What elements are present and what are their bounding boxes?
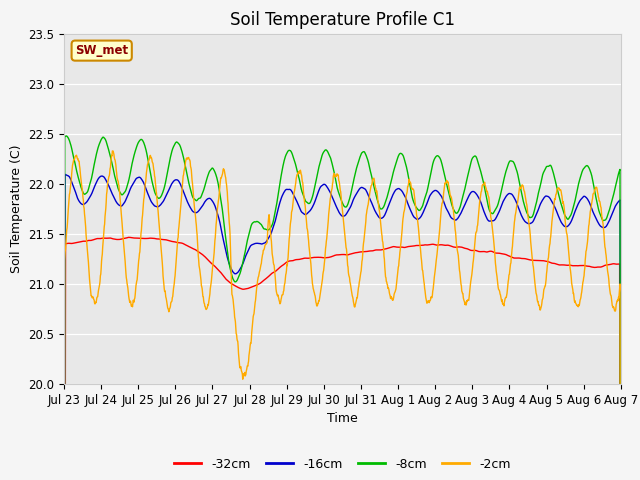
- -32cm: [551, 261, 559, 266]
- -16cm: [184, 201, 192, 206]
- -16cm: [429, 189, 437, 194]
- -32cm: [502, 252, 509, 257]
- -32cm: [246, 285, 254, 290]
- -2cm: [171, 276, 179, 282]
- -16cm: [502, 194, 509, 200]
- -16cm: [551, 205, 559, 211]
- Text: SW_met: SW_met: [75, 44, 128, 57]
- -8cm: [246, 225, 254, 231]
- -2cm: [246, 340, 254, 346]
- -16cm: [61, 171, 69, 177]
- Line: -16cm: -16cm: [64, 174, 621, 480]
- -2cm: [551, 197, 559, 203]
- -32cm: [125, 234, 133, 240]
- Legend: -32cm, -16cm, -8cm, -2cm: -32cm, -16cm, -8cm, -2cm: [169, 453, 516, 476]
- -8cm: [429, 159, 437, 165]
- Y-axis label: Soil Temperature (C): Soil Temperature (C): [10, 144, 22, 273]
- -2cm: [502, 295, 509, 300]
- -32cm: [429, 241, 437, 247]
- -8cm: [502, 168, 509, 174]
- -32cm: [184, 243, 192, 249]
- -2cm: [184, 156, 192, 161]
- -8cm: [551, 177, 559, 182]
- -2cm: [109, 148, 116, 154]
- X-axis label: Time: Time: [327, 412, 358, 425]
- -32cm: [171, 239, 179, 245]
- -8cm: [171, 142, 179, 147]
- -2cm: [429, 286, 437, 292]
- -16cm: [246, 243, 254, 249]
- -8cm: [63, 133, 70, 139]
- -8cm: [184, 178, 192, 183]
- Line: -2cm: -2cm: [64, 151, 621, 480]
- Line: -8cm: -8cm: [64, 136, 621, 480]
- -16cm: [171, 178, 179, 183]
- Title: Soil Temperature Profile C1: Soil Temperature Profile C1: [230, 11, 455, 29]
- Line: -32cm: -32cm: [64, 237, 621, 480]
